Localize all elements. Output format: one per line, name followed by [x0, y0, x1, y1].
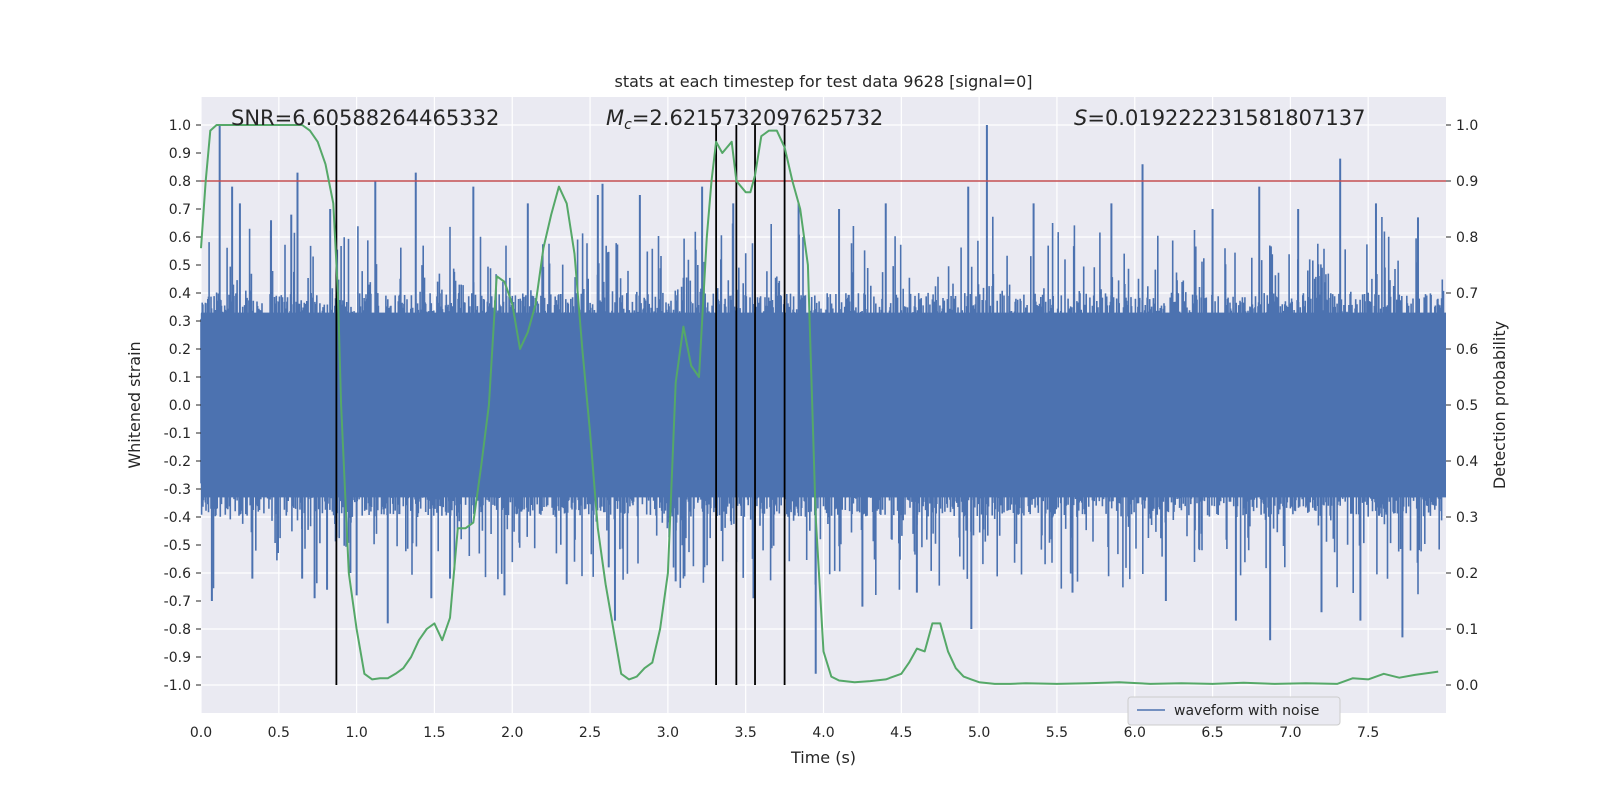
y-right-tick-label: 0.4 — [1456, 454, 1478, 470]
y-tick-label: -0.7 — [164, 594, 191, 610]
y-right-tick-label: 0.3 — [1456, 510, 1478, 526]
y-right-tick-label: 0.0 — [1456, 678, 1478, 694]
x-tick-label: 0.0 — [190, 725, 212, 741]
y-tick-label: -0.1 — [164, 426, 191, 442]
s-symbol: S — [1074, 106, 1087, 130]
y-tick-label: -1.0 — [164, 678, 191, 694]
y-tick-label: -0.9 — [164, 650, 191, 666]
x-tick-label: 1.0 — [345, 725, 367, 741]
x-tick-label: 2.5 — [579, 725, 601, 741]
x-tick-label: 5.5 — [1046, 725, 1068, 741]
y-tick-label: 0.9 — [169, 146, 191, 162]
y-right-tick-label: 0.2 — [1456, 566, 1478, 582]
x-tick-label: 6.0 — [1124, 725, 1146, 741]
y-tick-label: 0.8 — [169, 174, 191, 190]
x-tick-label: 4.5 — [890, 725, 912, 741]
y-tick-label: -0.3 — [164, 482, 191, 498]
x-tick-label: 5.0 — [968, 725, 990, 741]
waveform-series — [200, 125, 1446, 674]
x-tick-label: 7.5 — [1357, 725, 1379, 741]
detection-probability-series — [200, 124, 1439, 685]
x-tick-label: 0.5 — [268, 725, 290, 741]
x-tick-label: 4.0 — [812, 725, 834, 741]
overlay-layer — [201, 125, 1446, 685]
y-right-tick-label: 0.8 — [1456, 230, 1478, 246]
y-tick-label: 0.3 — [169, 314, 191, 330]
chirp-mass-symbol: M — [606, 106, 624, 130]
y-tick-label: 0.5 — [169, 258, 191, 274]
y-tick-label: 1.0 — [169, 118, 191, 134]
y-tick-label: 0.0 — [169, 398, 191, 414]
detection-probability-line — [200, 124, 1439, 685]
y-tick-label: -0.4 — [164, 510, 191, 526]
x-tick-label: 1.5 — [423, 725, 445, 741]
x-axis-label: Time (s) — [790, 748, 856, 767]
x-tick-label: 2.0 — [501, 725, 523, 741]
s-value: =0.019222231581807137 — [1087, 106, 1365, 130]
y-tick-label: 0.7 — [169, 202, 191, 218]
snr-annotation: SNR=6.60588264465332 — [231, 106, 499, 130]
y-tick-label: -0.5 — [164, 538, 191, 554]
chirp-mass-annotation: Mc=2.6215732097625732 — [606, 106, 883, 133]
y-tick-label: -0.8 — [164, 622, 191, 638]
y-right-tick-label: 0.9 — [1456, 174, 1478, 190]
y-axis-right-label: Detection probability — [1490, 321, 1509, 489]
x-tick-label: 7.0 — [1279, 725, 1301, 741]
y-tick-label: 0.4 — [169, 286, 191, 302]
y-right-tick-label: 0.5 — [1456, 398, 1478, 414]
y-tick-label: 0.1 — [169, 370, 191, 386]
y-right-tick-label: 0.6 — [1456, 342, 1478, 358]
y-tick-label: 0.6 — [169, 230, 191, 246]
y-tick-label: -0.6 — [164, 566, 191, 582]
legend-box — [1127, 696, 1341, 726]
legend-label-waveform: waveform with noise — [1174, 703, 1319, 719]
x-tick-label: 6.5 — [1201, 725, 1223, 741]
x-tick-label: 3.0 — [657, 725, 679, 741]
tick-labels: 0.0 0.5 1.0 1.5 2.0 2.5 3.0 3.5 4.0 4.5 5.0 5.5 6.0 6… — [164, 118, 1479, 741]
chirp-mass-subscript: c — [624, 117, 632, 133]
y-right-tick-label: 0.1 — [1456, 622, 1478, 638]
legend: waveform with noise — [1127, 696, 1341, 726]
y-tick-label: 0.2 — [169, 342, 191, 358]
x-tick-label: 3.5 — [735, 725, 757, 741]
y-axis-label: Whitened strain — [125, 341, 144, 468]
s-annotation: S=0.019222231581807137 — [1074, 106, 1365, 130]
y-right-tick-label: 1.0 — [1456, 118, 1478, 134]
y-tick-label: -0.2 — [164, 454, 191, 470]
chirp-mass-value: =2.6215732097625732 — [632, 106, 883, 130]
chart-title: stats at each timestep for test data 962… — [614, 72, 1032, 91]
waveform-core-band — [201, 312, 1446, 498]
y-right-tick-label: 0.7 — [1456, 286, 1478, 302]
